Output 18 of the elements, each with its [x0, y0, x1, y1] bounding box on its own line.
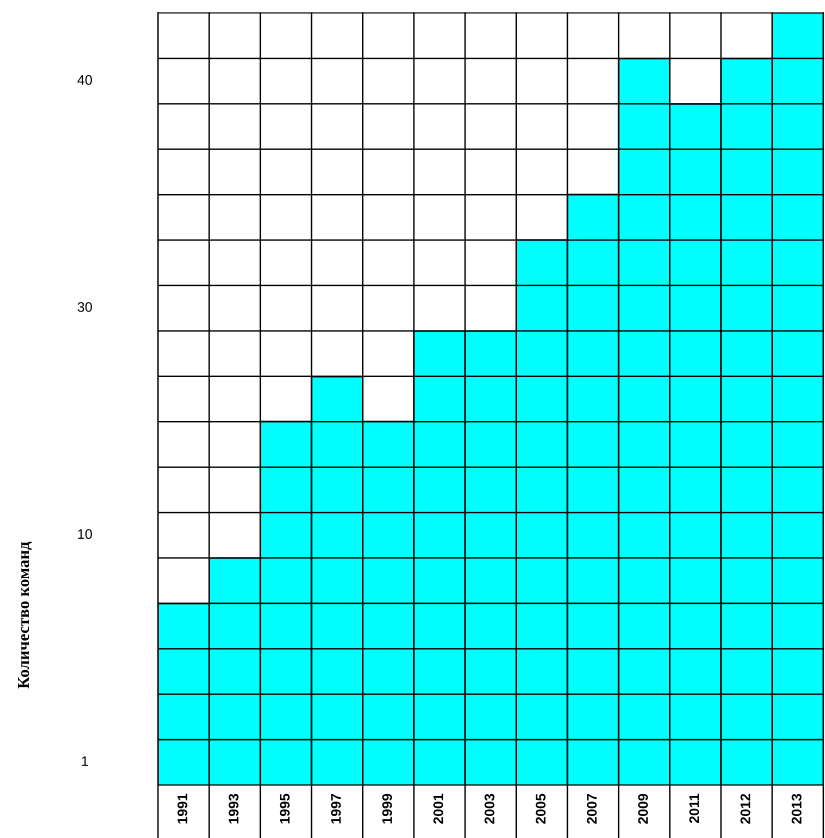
- x-tick-label: 1997: [331, 794, 341, 824]
- x-tick-label: 2007: [586, 794, 597, 824]
- text: 1: [82, 756, 88, 766]
- x-tick-label: 2001: [433, 794, 444, 824]
- x-tick-label: 2003: [484, 794, 494, 824]
- x-tick-label: 1993: [228, 794, 239, 824]
- x-tick-label: 2009: [638, 794, 648, 824]
- x-tick-label: 2011: [689, 794, 700, 824]
- x-tick-label: 1995: [280, 794, 290, 824]
- x-tick-label: 2005: [536, 794, 546, 824]
- x-tick-label: 2013: [792, 794, 802, 824]
- x-tick-label: 1999: [382, 794, 392, 824]
- x-tick-label: 1991: [177, 794, 188, 824]
- text: 10: [78, 529, 92, 539]
- text: Количество команд: [18, 542, 32, 689]
- text: 30: [78, 302, 92, 312]
- x-tick-label: 2012: [740, 794, 750, 824]
- text: 40: [77, 75, 92, 85]
